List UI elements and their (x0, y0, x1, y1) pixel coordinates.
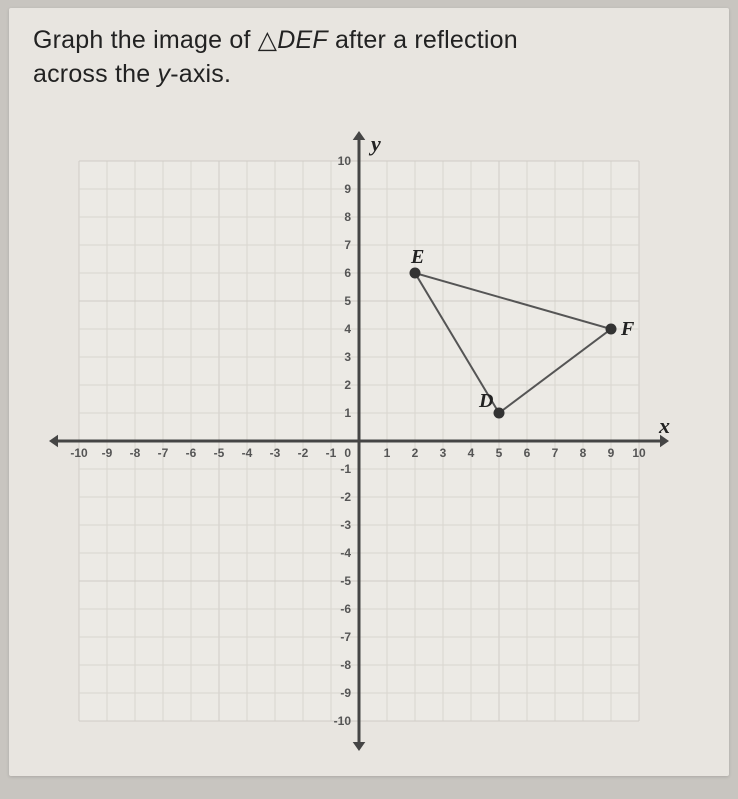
axis-arrow (353, 131, 366, 140)
y-tick-label: 4 (344, 322, 351, 336)
x-tick-label: -7 (158, 446, 169, 460)
x-tick-label: 8 (580, 446, 587, 460)
y-tick-label: -4 (340, 546, 351, 560)
worksheet-page: Graph the image of △DEF after a reflecti… (9, 8, 729, 776)
vertex-label-d: D (478, 390, 493, 412)
y-tick-label: 2 (344, 378, 351, 392)
q-line2-prefix: across the (33, 60, 157, 88)
x-tick-label: 5 (496, 446, 503, 460)
x-tick-label: 1 (384, 446, 391, 460)
x-tick-label: -8 (130, 446, 141, 460)
question-text: Graph the image of △DEF after a reflecti… (33, 24, 705, 92)
y-tick-label: 6 (344, 266, 351, 280)
y-tick-label: -10 (334, 714, 352, 728)
y-tick-label: -6 (340, 602, 351, 616)
x-tick-label: 4 (468, 446, 475, 460)
x-tick-label: 9 (608, 446, 615, 460)
y-tick-label: -5 (340, 574, 351, 588)
vertex-label-e: E (410, 246, 424, 268)
vertex-d (494, 407, 505, 418)
q-line2-suffix: -axis. (170, 60, 231, 88)
vertex-f (606, 323, 617, 334)
x-tick-label: 6 (524, 446, 531, 460)
axis-arrow (353, 742, 366, 751)
triangle-name: DEF (277, 26, 328, 54)
x-tick-label: -6 (186, 446, 197, 460)
x-tick-label: 2 (412, 446, 419, 460)
x-tick-label: -3 (270, 446, 281, 460)
y-tick-label: 10 (338, 154, 352, 168)
x-tick-label: 3 (440, 446, 447, 460)
y-tick-label: -7 (340, 630, 351, 644)
y-tick-label: -9 (340, 686, 351, 700)
x-tick-label: -10 (70, 446, 88, 460)
triangle-symbol: △ (258, 27, 277, 54)
x-tick-label: -5 (214, 446, 225, 460)
vertex-e (410, 267, 421, 278)
axis-arrow (49, 434, 58, 447)
y-axis-label: y (368, 131, 381, 156)
y-tick-label: 1 (344, 406, 351, 420)
y-tick-label: 8 (344, 210, 351, 224)
y-tick-label: -1 (340, 462, 351, 476)
y-tick-label: 5 (344, 294, 351, 308)
q-line1-prefix: Graph the image of (33, 26, 258, 54)
y-tick-label: 9 (344, 182, 351, 196)
x-tick-label: -9 (102, 446, 113, 460)
x-tick-label: 7 (552, 446, 559, 460)
y-tick-label: -8 (340, 658, 351, 672)
y-tick-label: -3 (340, 518, 351, 532)
origin-label: 0 (344, 446, 351, 460)
vertex-label-f: F (620, 318, 635, 340)
x-tick-label: -1 (326, 446, 337, 460)
x-axis-label: x (658, 413, 670, 438)
q-line1-suffix: after a reflection (328, 26, 518, 54)
x-tick-label: -4 (242, 446, 253, 460)
coordinate-plane: y x -10 -9 -8 -7 -6 -5 -4 -3 -2 -1 1 2 3 4 5 6 7 8 9 10 0 10 9 8 7… (49, 106, 689, 776)
x-tick-label: -2 (298, 446, 309, 460)
y-axis-var: y (157, 60, 170, 88)
graph-container: y x -10 -9 -8 -7 -6 -5 -4 -3 -2 -1 1 2 3 4 5 6 7 8 9 10 0 10 9 8 7… (33, 106, 705, 776)
x-tick-label: 10 (632, 446, 646, 460)
y-tick-label: -2 (340, 490, 351, 504)
y-tick-label: 7 (344, 238, 351, 252)
y-tick-label: 3 (344, 350, 351, 364)
